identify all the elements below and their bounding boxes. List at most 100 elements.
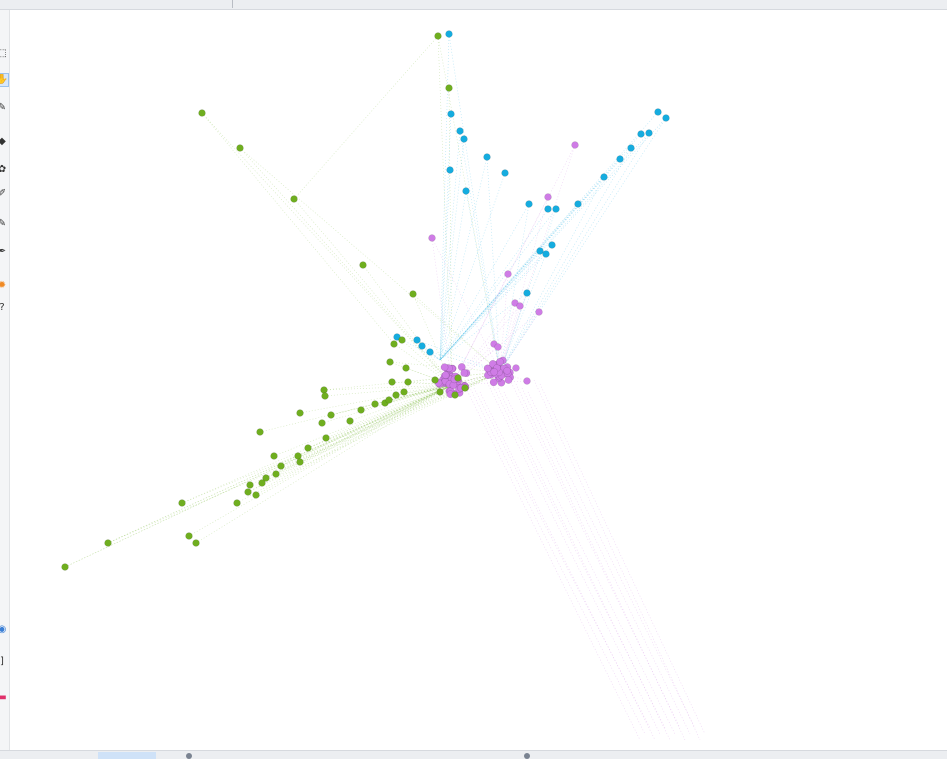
graph-node-green[interactable] (388, 378, 396, 386)
graph-node-blue[interactable] (501, 169, 509, 177)
graph-node-purple[interactable] (441, 371, 450, 379)
graph-node-purple[interactable] (535, 308, 543, 316)
label-icon[interactable]: ▬ (0, 692, 7, 703)
graph-node-blue[interactable] (536, 247, 544, 255)
graph-node-purple[interactable] (440, 363, 449, 372)
graph-node-blue[interactable] (456, 127, 464, 135)
graph-canvas[interactable] (10, 10, 947, 750)
graph-node-green[interactable] (402, 364, 410, 372)
graph-node-green[interactable] (371, 400, 379, 408)
graph-node-blue[interactable] (426, 348, 434, 356)
graph-node-green[interactable] (357, 406, 365, 414)
graph-node-green[interactable] (390, 340, 398, 348)
graph-node-blue[interactable] (460, 135, 468, 143)
graph-node-blue[interactable] (418, 342, 426, 350)
graph-node-green[interactable] (386, 358, 394, 366)
graph-node-blue[interactable] (654, 108, 662, 116)
graph-node-green[interactable] (436, 388, 444, 396)
graph-node-purple[interactable] (512, 364, 520, 372)
graph-node-blue[interactable] (627, 144, 635, 152)
graph-node-green[interactable] (400, 388, 408, 396)
graph-node-green[interactable] (296, 458, 304, 466)
graph-node-blue[interactable] (447, 110, 455, 118)
graph-node-purple[interactable] (571, 141, 579, 149)
graph-node-green[interactable] (252, 491, 260, 499)
graph-node-blue[interactable] (462, 187, 470, 195)
graph-node-green[interactable] (434, 32, 442, 40)
graph-node-green[interactable] (454, 374, 462, 382)
graph-node-green[interactable] (272, 470, 280, 478)
graph-node-green[interactable] (304, 444, 312, 452)
graph-node-purple[interactable] (496, 358, 504, 366)
graph-node-purple[interactable] (503, 366, 511, 375)
graph-node-purple[interactable] (490, 368, 499, 376)
bottom-control-icon[interactable] (186, 753, 192, 759)
graph-node-green[interactable] (359, 261, 367, 269)
graph-node-green[interactable] (198, 109, 206, 117)
graph-node-green[interactable] (104, 539, 112, 547)
graph-node-blue[interactable] (523, 289, 531, 297)
bottom-tab[interactable] (98, 752, 156, 759)
graph-node-blue[interactable] (645, 129, 653, 137)
question-icon[interactable]: ? (0, 302, 8, 314)
bracket-icon[interactable]: ] (0, 656, 4, 667)
graph-node-green[interactable] (385, 396, 393, 404)
graph-node-green[interactable] (461, 384, 469, 392)
rect-select-icon[interactable]: ⬚ (0, 48, 7, 59)
graph-node-blue[interactable] (542, 250, 550, 258)
palette-icon[interactable]: ✿ (0, 164, 7, 175)
graph-node-green[interactable] (445, 84, 453, 92)
graph-node-green[interactable] (321, 392, 329, 400)
graph-node-green[interactable] (246, 481, 254, 489)
size-icon[interactable]: ✎ (0, 218, 7, 229)
graph-node-green[interactable] (178, 499, 186, 507)
graph-node-purple[interactable] (483, 364, 492, 373)
graph-node-blue[interactable] (637, 130, 645, 138)
graph-node-green[interactable] (296, 409, 304, 417)
brush-icon[interactable]: ✐ (0, 188, 7, 199)
graph-node-blue[interactable] (662, 114, 670, 122)
graph-node-blue[interactable] (445, 30, 453, 38)
graph-node-green[interactable] (270, 452, 278, 460)
link-icon[interactable]: ✒ (0, 246, 7, 257)
graph-node-purple[interactable] (516, 302, 524, 310)
graph-node-green[interactable] (318, 419, 326, 427)
graph-node-purple[interactable] (504, 376, 513, 384)
graph-node-blue[interactable] (525, 200, 533, 208)
hand-icon[interactable]: ✋ (0, 73, 9, 87)
graph-node-green[interactable] (236, 144, 244, 152)
graph-node-purple[interactable] (489, 378, 498, 387)
bottom-control-icon[interactable] (524, 753, 530, 759)
graph-node-purple[interactable] (460, 369, 469, 377)
graph-node-blue[interactable] (544, 205, 552, 213)
graph-node-green[interactable] (404, 378, 412, 386)
graph-node-green[interactable] (290, 195, 298, 203)
graph-node-green[interactable] (192, 539, 200, 547)
graph-node-blue[interactable] (446, 166, 454, 174)
graph-node-green[interactable] (392, 391, 400, 399)
graph-node-green[interactable] (256, 428, 264, 436)
graph-node-purple[interactable] (504, 270, 512, 278)
graph-node-green[interactable] (294, 452, 302, 460)
graph-node-green[interactable] (262, 474, 270, 482)
graph-node-green[interactable] (431, 376, 439, 384)
gear-icon[interactable]: ✹ (0, 280, 7, 291)
graph-node-blue[interactable] (600, 173, 608, 181)
graph-node-blue[interactable] (616, 155, 624, 163)
graph-node-blue[interactable] (548, 241, 556, 249)
graph-node-purple[interactable] (428, 234, 436, 242)
graph-node-green[interactable] (233, 499, 241, 507)
diamond-icon[interactable]: ◆ (0, 136, 6, 147)
graph-node-purple[interactable] (494, 343, 502, 351)
graph-node-green[interactable] (327, 411, 335, 419)
graph-node-green[interactable] (277, 462, 285, 470)
graph-node-green[interactable] (61, 563, 69, 571)
graph-node-green[interactable] (244, 488, 252, 496)
graph-node-green[interactable] (409, 290, 417, 298)
graph-node-purple[interactable] (544, 193, 552, 201)
graph-node-green[interactable] (398, 336, 406, 344)
graph-node-purple[interactable] (523, 377, 531, 385)
pencil-icon[interactable]: ✎ (0, 102, 7, 113)
graph-node-green[interactable] (185, 532, 193, 540)
graph-node-green[interactable] (322, 434, 330, 442)
